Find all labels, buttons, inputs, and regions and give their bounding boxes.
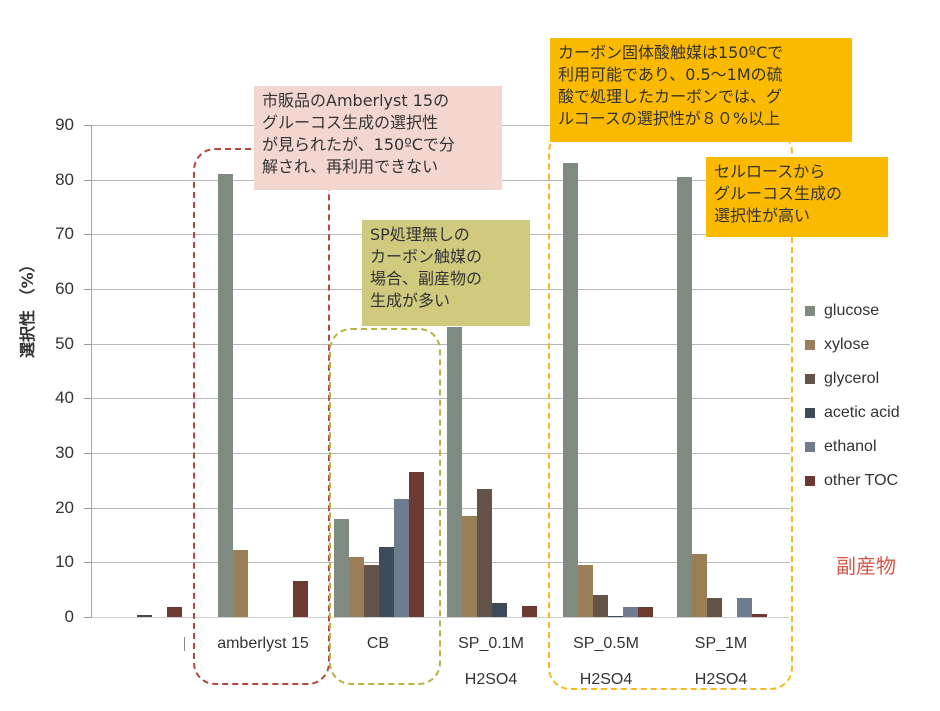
y-axis-title: 選択性 （%） (18, 256, 37, 358)
legend-label: ethanol (824, 438, 877, 455)
y-tick (84, 344, 92, 345)
x-category-tick (184, 637, 185, 651)
bar-acetic-acid (492, 603, 507, 617)
y-tick-label: 20 (55, 498, 74, 517)
legend-swatch-icon (805, 442, 815, 452)
y-tick-label: 60 (55, 279, 74, 298)
bar-xylose (462, 515, 477, 617)
legend-item: glucose (805, 302, 879, 320)
cb-note: SP処理無しの カーボン触媒の 場合、副産物の 生成が多い (362, 220, 530, 326)
x-category-label: CB (366, 635, 390, 652)
y-tick-label: 0 (64, 607, 74, 626)
x-category-label: H2SO4 (579, 671, 633, 688)
y-tick (84, 180, 92, 181)
bar-glycerol (593, 595, 608, 617)
legend-item: xylose (805, 336, 869, 354)
bar-other-TOC (409, 472, 424, 617)
bar-acetic-acid (137, 615, 152, 617)
bar-xylose (692, 554, 707, 617)
y-tick (84, 289, 92, 290)
cb-highlight-box (329, 328, 441, 685)
bar-glucose (447, 327, 462, 617)
bar-other-TOC (752, 614, 767, 617)
bar-glycerol (477, 488, 492, 617)
y-tick-label: 80 (55, 170, 74, 189)
x-category-label: H2SO4 (464, 671, 518, 688)
y-tick (84, 617, 92, 618)
y-tick-label: 90 (55, 115, 74, 134)
x-category-label: SP_0.5M (573, 635, 639, 652)
bar-ethanol (623, 607, 638, 617)
bar-glycerol (364, 565, 379, 617)
legend-swatch-icon (805, 374, 815, 384)
y-tick (84, 508, 92, 509)
bar-other-TOC (522, 606, 537, 617)
y-axis-line (91, 125, 92, 618)
x-category-label: SP_0.1M (458, 635, 524, 652)
x-category-label: amberlyst 15 (217, 635, 309, 652)
bar-xylose (233, 550, 248, 617)
legend-item: other TOC (805, 472, 898, 490)
legend-label: glycerol (824, 370, 880, 387)
y-tick-label: 40 (55, 388, 74, 407)
bar-acetic-acid (379, 547, 394, 617)
y-tick (84, 234, 92, 235)
legend-swatch-icon (805, 476, 815, 486)
x-category-label: H2SO4 (694, 671, 748, 688)
bar-glucose (218, 174, 233, 617)
legend-swatch-icon (805, 306, 815, 316)
legend-label: xylose (824, 336, 870, 353)
bar-glucose (677, 176, 692, 617)
bar-other-TOC (293, 581, 308, 617)
bar-glycerol (707, 597, 722, 617)
legend-item: acetic acid (805, 404, 900, 422)
cellulose-note: セルロースから グルーコス生成の 選択性が高い (706, 157, 888, 237)
amberlyst-highlight-box (193, 148, 330, 685)
y-tick-label: 70 (55, 224, 74, 243)
bar-other-TOC (167, 607, 182, 617)
bar-glucose (334, 518, 349, 617)
y-tick (84, 453, 92, 454)
y-tick-label: 30 (55, 443, 74, 462)
y-tick (84, 562, 92, 563)
bar-glucose (563, 163, 578, 617)
bar-other-TOC (638, 607, 653, 617)
y-tick (84, 398, 92, 399)
bar-xylose (349, 556, 364, 617)
sp-note: カーボン固体酸触媒は150ºCで 利用可能であり、0.5～1Mの硫 酸で処理した… (550, 38, 852, 142)
amberlyst-note: 市販品のAmberlyst 15の グルーコス生成の選択性 が見られたが、150… (254, 86, 502, 190)
legend-swatch-icon (805, 408, 815, 418)
bar-ethanol (394, 499, 409, 617)
bar-acetic-acid (608, 615, 623, 617)
legend-label: glucose (824, 302, 880, 319)
x-category-label: SP_1M (694, 635, 748, 652)
legend-label: acetic acid (824, 404, 900, 421)
y-tick-label: 50 (55, 334, 74, 353)
y-tick-label: 10 (55, 552, 74, 571)
legend-item: ethanol (805, 438, 877, 456)
legend-item: glycerol (805, 370, 879, 388)
byproduct-label: 副産物 (836, 554, 896, 578)
legend-label: other TOC (824, 472, 899, 489)
y-tick (84, 125, 92, 126)
legend-swatch-icon (805, 340, 815, 350)
bar-xylose (578, 565, 593, 617)
bar-ethanol (737, 597, 752, 617)
